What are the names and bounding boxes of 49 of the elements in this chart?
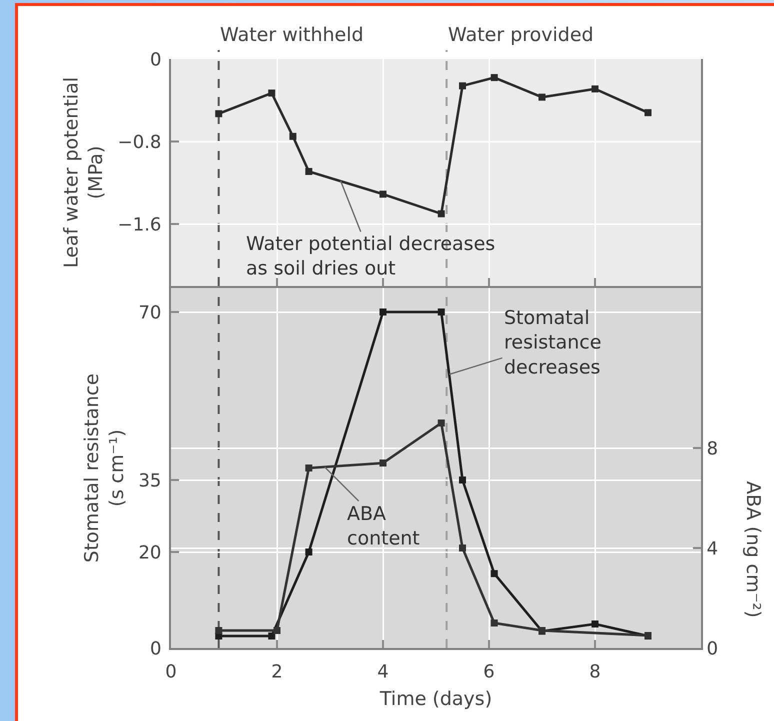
y-tick-label: −0.8 [118,132,162,153]
point [438,420,445,426]
point [305,548,312,556]
x-tick-label: 6 [483,662,495,683]
x-tick-label: 2 [271,662,283,683]
point [380,190,386,198]
ref-line-label: Water provided [448,24,594,46]
point [305,168,312,175]
y2-tick-label: 4 [706,538,718,560]
point [305,464,312,472]
y-tick-label: 70 [138,302,162,324]
ref-line-label: Water withheld [220,24,364,46]
y-tick-label: 0 [150,638,162,660]
point [289,132,296,140]
point [459,544,466,552]
point [538,94,546,101]
y-tick-label: 20 [138,542,162,564]
point [380,460,386,466]
x-tick-label: 8 [589,662,601,683]
point [490,620,498,626]
point [459,476,466,484]
y-tick-label: 0 [150,49,162,70]
point [592,620,598,628]
point [592,85,598,92]
annotation: Stomatal resistance decreases [504,307,602,378]
point [274,627,280,634]
annotation: Water potential decreases as soil dries out [246,233,496,280]
x-axis-title: Time (days) [378,688,492,710]
y-tick-label: −1.6 [118,214,162,236]
y-axis-title: Leaf water potential (MPa) [60,76,108,268]
point [438,308,445,316]
y-axis-title: Stomatal resistance (s cm⁻¹) [81,373,128,563]
y2-axis-title: ABA (ng cm⁻²) [742,481,764,618]
point [644,109,652,116]
point [490,570,498,578]
point [459,82,466,90]
point [380,308,386,316]
point [215,110,222,118]
point [268,632,276,640]
point [490,74,498,82]
point [438,210,445,218]
x-tick-label: 4 [377,662,389,683]
y2-tick-label: 0 [706,638,718,660]
annotation: ABA content [347,503,420,550]
point [268,90,276,97]
y-tick-label: 35 [138,470,162,492]
y2-tick-label: 8 [706,438,718,460]
x-tick-label: 0 [165,662,177,683]
point [215,627,222,634]
